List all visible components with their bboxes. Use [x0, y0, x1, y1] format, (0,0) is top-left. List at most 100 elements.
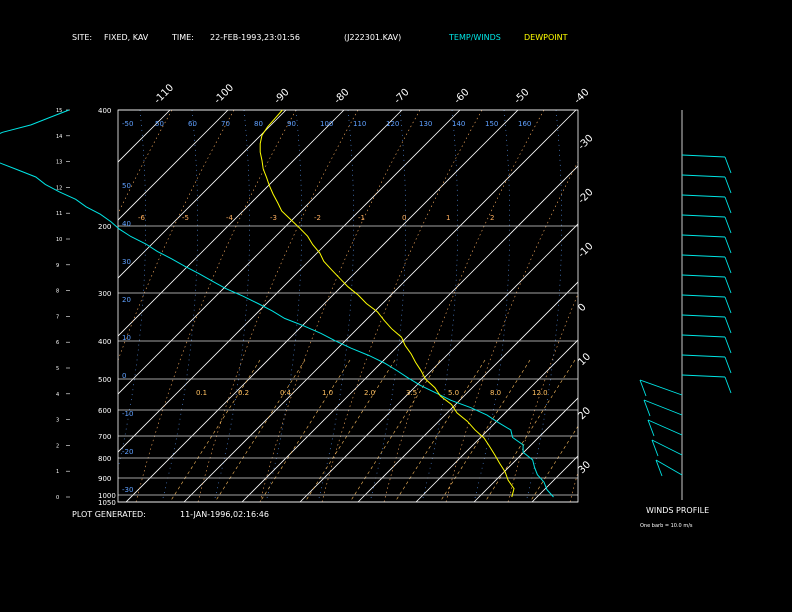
dry-adiabat-label: 0	[402, 214, 406, 222]
winds-profile-title: WINDS PROFILE	[646, 506, 710, 515]
height-tick-label: 9	[56, 263, 59, 269]
isotherm-line	[357, 281, 578, 502]
height-tick-label: 5	[56, 366, 59, 372]
moist-adiabat-label: 70	[221, 120, 230, 128]
dry-adiabat-line	[694, 110, 792, 502]
mixing-ratio-label: 0.4	[280, 389, 292, 397]
pressure-tick-label: 700	[98, 433, 111, 441]
site-label: SITE:	[72, 33, 93, 42]
height-tick-label: 3	[56, 418, 59, 424]
mixing-ratio-line	[529, 425, 578, 502]
moist-adiabat-label: 130	[419, 120, 432, 128]
wind-barb	[681, 234, 726, 238]
wind-barb	[651, 439, 683, 456]
dry-adiabat-line	[259, 110, 421, 502]
dry-adiabat-line	[445, 161, 578, 502]
isotherm-label-right: 20	[576, 405, 593, 422]
pressure-tick-label: 1050	[98, 499, 116, 507]
moist-adiabat-label-left: -10	[122, 410, 133, 418]
wind-barb-flag	[724, 276, 732, 294]
dewpoint-profile-line	[259, 109, 515, 498]
moist-adiabat-label-left: 20	[122, 296, 131, 304]
wind-barb	[655, 459, 683, 476]
mixing-ratio-line	[169, 359, 261, 502]
isotherm-line	[118, 110, 229, 221]
pressure-tick-label: 300	[98, 290, 111, 298]
mixing-ratio-line	[439, 359, 531, 502]
pressure-tick-label: 200	[98, 223, 111, 231]
pressure-tick-label: 1000	[98, 492, 116, 500]
dry-adiabat-line	[632, 110, 792, 502]
isotherm-line	[531, 455, 578, 502]
isotherm-label-top: -50	[512, 87, 531, 106]
dry-adiabat-label: -6	[138, 214, 146, 222]
station-id: (J222301.KAV)	[344, 33, 402, 42]
wind-barb-flag	[724, 336, 732, 354]
height-tick-label: 10	[56, 237, 62, 243]
mixing-ratio-label: 2.0	[364, 389, 375, 397]
isotherm-line	[648, 110, 792, 502]
height-tick-label: 12	[56, 185, 62, 191]
pressure-tick-label: 400	[98, 338, 111, 346]
isotherm-label-right: 10	[576, 351, 593, 368]
height-tick-label: 11	[56, 211, 62, 217]
dry-adiabat-label: 1	[446, 214, 450, 222]
moist-adiabat-line	[161, 110, 199, 502]
wind-barb-flag	[639, 379, 647, 397]
wind-barb	[643, 399, 683, 416]
wind-barb-flag	[651, 439, 659, 457]
wind-barb-flag	[724, 236, 732, 254]
wind-barb	[681, 254, 726, 258]
wind-barb	[681, 374, 726, 378]
dry-adiabat-line	[321, 110, 483, 502]
mixing-ratio-label: 5.0	[448, 389, 459, 397]
wind-barb	[681, 334, 726, 338]
moist-adiabat-label-left: 30	[122, 258, 131, 266]
height-tick-label: 14	[56, 134, 62, 140]
wind-barb	[639, 379, 683, 396]
height-tick-label: 2	[56, 443, 59, 449]
isotherm-line	[706, 110, 792, 502]
isotherm-line	[118, 110, 403, 395]
isotherm-label-right: 30	[576, 459, 593, 476]
isotherm-line	[764, 110, 792, 502]
wind-barb-flag	[724, 296, 732, 314]
dry-adiabat-line	[0, 110, 110, 502]
mixing-ratio-label: 1.0	[322, 389, 333, 397]
wind-barb	[681, 174, 726, 178]
isotherm-label-right: -20	[576, 187, 595, 206]
mixing-ratio-label: 12.0	[532, 389, 548, 397]
wind-barb	[681, 214, 726, 218]
mixing-ratio-label: 8.0	[490, 389, 501, 397]
mixing-ratio-line	[484, 359, 576, 502]
time-label: TIME:	[172, 33, 194, 42]
isotherm-label-top: -90	[272, 87, 291, 106]
moist-adiabat-line	[630, 110, 666, 502]
wind-barb-flag	[655, 459, 663, 477]
dry-adiabat-label: -4	[226, 214, 234, 222]
mixing-ratio-line	[394, 359, 486, 502]
plot-frame	[117, 109, 579, 503]
isotherm-line	[299, 223, 578, 502]
height-tick-label: 13	[56, 160, 62, 166]
isotherm-label-top: -80	[332, 87, 351, 106]
wind-barb-flag	[724, 176, 732, 194]
isotherm-line	[590, 110, 792, 502]
plot-generated-value: 11-JAN-1996,02:16:46	[180, 510, 269, 519]
mixing-ratio-line	[214, 359, 306, 502]
wind-barb	[681, 194, 726, 198]
pressure-tick-label: 600	[98, 407, 111, 415]
dewpoint-legend: DEWPOINT	[524, 33, 568, 42]
isotherm-label-right: -10	[576, 241, 595, 260]
isotherm-line	[118, 110, 461, 453]
height-tick-label: 1	[56, 469, 59, 475]
isotherm-label-top: -70	[392, 87, 411, 106]
wind-barb	[681, 294, 726, 298]
pressure-tick-label: 800	[98, 455, 111, 463]
time-value: 22-FEB-1993,23:01:56	[210, 33, 300, 42]
wind-barb-flag	[724, 316, 732, 334]
mixing-ratio-label: 0.2	[238, 389, 249, 397]
height-tick-label: 7	[56, 314, 59, 320]
isotherm-line	[125, 110, 519, 502]
isotherm-line	[118, 110, 345, 337]
